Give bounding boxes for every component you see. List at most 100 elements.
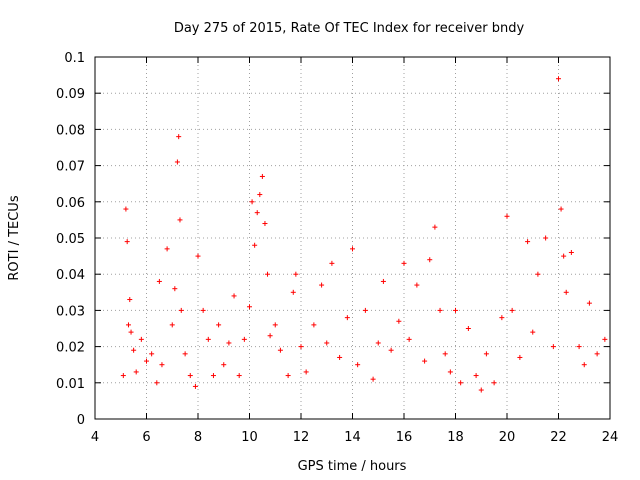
data-point: [127, 297, 133, 303]
data-point: [236, 373, 242, 379]
data-point: [303, 369, 309, 375]
data-point: [133, 369, 139, 375]
data-point: [216, 322, 222, 328]
data-point: [259, 173, 265, 179]
data-point: [124, 239, 130, 245]
data-point: [362, 307, 368, 313]
data-point: [200, 307, 206, 313]
data-point: [509, 307, 515, 313]
data-point: [221, 362, 227, 368]
data-point: [176, 134, 182, 140]
data-point: [138, 336, 144, 342]
data-point: [422, 358, 428, 364]
data-point: [465, 326, 471, 331]
data-point: [370, 376, 376, 382]
x-tick-label: 18: [447, 430, 464, 445]
tick-labels: 4 6 8 10 12 14 16 18 20 22 24 0 0.01 0.02 0.03 0.04 0.05…: [56, 51, 618, 445]
grid-lines: [95, 57, 610, 419]
axis-ticks: [94, 56, 611, 420]
x-tick-label: 10: [241, 430, 258, 445]
x-tick-label: 16: [396, 430, 413, 445]
data-point: [187, 373, 193, 379]
data-point: [123, 206, 129, 212]
data-point: [249, 199, 255, 205]
data-point: [210, 373, 216, 379]
data-point: [535, 271, 541, 277]
data-point: [504, 213, 510, 219]
data-point: [177, 217, 183, 223]
data-point: [247, 304, 252, 310]
data-point: [350, 246, 355, 252]
data-point: [543, 235, 549, 241]
data-point: [375, 340, 381, 346]
data-point: [473, 373, 479, 379]
data-point: [401, 260, 407, 266]
data-point: [169, 322, 175, 328]
data-point: [491, 380, 497, 386]
data-point: [458, 380, 464, 386]
data-point: [586, 300, 592, 306]
x-tick-label: 12: [293, 430, 310, 445]
data-point: [131, 347, 137, 353]
data-point: [437, 307, 443, 313]
data-point: [257, 192, 263, 198]
x-axis-label: GPS time / hours: [298, 459, 407, 474]
data-point: [478, 387, 484, 393]
data-point: [164, 246, 170, 252]
data-point: [499, 315, 505, 321]
y-tick-label: 0.08: [56, 123, 85, 138]
data-point: [182, 351, 188, 357]
x-tick-label: 8: [194, 430, 202, 445]
data-point: [388, 347, 394, 353]
y-tick-label: 0.02: [56, 341, 85, 356]
data-point: [329, 260, 335, 266]
data-point: [406, 336, 412, 342]
data-point: [231, 293, 237, 299]
data-point: [298, 344, 304, 350]
data-point: [128, 329, 134, 335]
data-point: [556, 76, 561, 82]
x-tick-label: 22: [550, 430, 567, 445]
data-point: [530, 329, 536, 335]
data-point: [290, 289, 296, 295]
data-point: [414, 282, 420, 288]
y-tick-label: 0.1: [64, 51, 85, 66]
data-point: [525, 239, 531, 245]
y-tick-label: 0.09: [56, 87, 85, 102]
data-point: [447, 369, 453, 375]
data-point: [581, 362, 587, 368]
y-tick-label: 0.07: [56, 160, 85, 175]
data-point: [550, 344, 556, 350]
data-point: [396, 318, 402, 324]
y-axis-label: ROTI / TECUs: [7, 195, 22, 280]
data-point: [563, 289, 569, 295]
data-point: [344, 315, 350, 321]
x-tick-label: 14: [344, 430, 361, 445]
data-point: [380, 278, 386, 284]
data-point: [226, 340, 232, 346]
y-tick-label: 0.03: [56, 304, 85, 319]
data-point: [195, 253, 201, 259]
data-point: [192, 383, 198, 389]
y-tick-label: 0.05: [56, 232, 85, 247]
data-point: [319, 282, 325, 288]
x-tick-label: 6: [142, 430, 150, 445]
data-points: [120, 76, 608, 393]
data-point: [156, 278, 162, 284]
data-point: [205, 336, 211, 342]
data-point: [453, 307, 458, 313]
data-point: [172, 286, 178, 292]
x-tick-label: 4: [91, 430, 99, 445]
data-point: [120, 373, 126, 379]
data-point: [602, 336, 608, 342]
data-point: [483, 351, 489, 357]
data-point: [594, 351, 600, 357]
data-point: [337, 354, 343, 360]
data-point: [324, 340, 330, 346]
y-tick-label: 0.04: [56, 268, 85, 283]
data-point: [277, 347, 283, 353]
y-tick-label: 0: [77, 413, 85, 428]
data-point: [159, 362, 165, 368]
data-point: [568, 249, 574, 255]
data-point: [442, 351, 448, 357]
